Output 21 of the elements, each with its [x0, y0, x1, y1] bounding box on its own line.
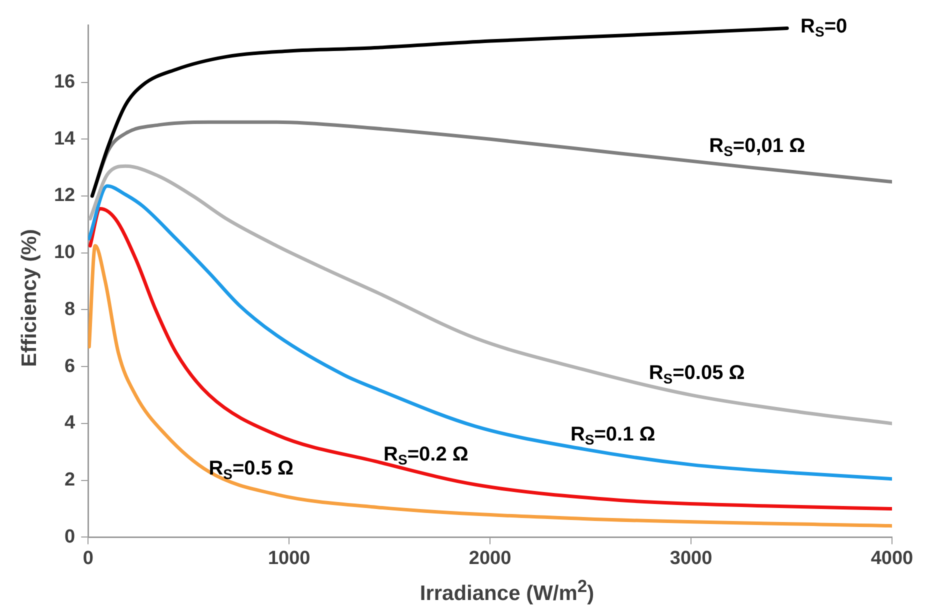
- x-tick-label: 4000: [870, 548, 914, 569]
- x-tick-label: 2000: [468, 548, 512, 569]
- line-series: [88, 184, 892, 481]
- x-tick-label: 1000: [268, 548, 310, 569]
- line-series: [88, 244, 892, 528]
- y-tick-label: 8: [64, 298, 76, 320]
- y-tick-label: 6: [64, 356, 76, 377]
- y-tick-label: 14: [54, 128, 76, 150]
- line-series: [88, 207, 892, 511]
- line-series: [90, 26, 789, 198]
- y-tick-label: 2: [64, 470, 76, 491]
- y-tick-label: 4: [64, 412, 76, 434]
- y-tick-label: 16: [54, 72, 76, 92]
- x-axis-title: Irradiance (W/m$^{2}$): [418, 576, 596, 606]
- y-tick-label: 12: [54, 185, 76, 206]
- line-series: [88, 164, 892, 426]
- y-tick-label: 0: [64, 526, 76, 548]
- y-axis-title: Efficiency (%): [18, 229, 42, 367]
- x-tick-label: 0: [82, 548, 94, 569]
- y-tick-label: 10: [54, 242, 76, 264]
- x-tick-label: 3000: [670, 548, 712, 569]
